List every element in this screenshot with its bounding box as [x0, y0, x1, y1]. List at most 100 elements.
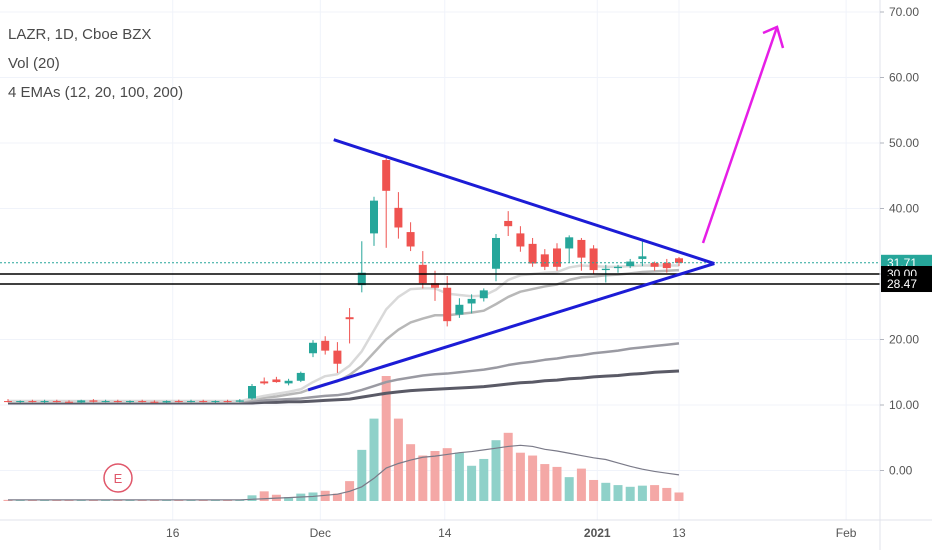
candle-body	[516, 233, 525, 247]
y-tick-label: 50.00	[889, 136, 919, 150]
candle-body	[284, 380, 293, 384]
volume-bar	[662, 487, 672, 501]
price-tag-label: 28.47	[887, 277, 917, 291]
candle-body	[126, 401, 134, 403]
candle-body	[492, 237, 500, 269]
volume-bar	[564, 477, 574, 501]
y-tick-label: 20.00	[889, 333, 919, 347]
candle-body	[577, 239, 586, 258]
drawings	[0, 25, 880, 392]
volume-bar	[674, 492, 684, 501]
volume-bar	[637, 485, 647, 501]
candle-body	[540, 254, 549, 267]
candle-body	[431, 283, 439, 288]
candle-body	[235, 400, 244, 402]
candle-body	[52, 401, 61, 403]
volume-bar	[247, 495, 257, 501]
x-tick-label: 2021	[584, 526, 611, 540]
breakout-arrow	[701, 26, 779, 244]
candle-body	[650, 262, 659, 267]
volume-bar	[503, 432, 513, 501]
volume-bar	[284, 497, 294, 501]
candle-body	[260, 381, 269, 384]
candle-body	[394, 207, 403, 228]
candle-body	[4, 401, 12, 403]
candle-body	[638, 256, 647, 259]
volume-bar	[369, 418, 379, 501]
volume-bar	[552, 466, 562, 501]
candle-body	[455, 304, 464, 315]
candle-body	[187, 401, 195, 403]
ema-20-line	[8, 268, 680, 403]
legend-emas[interactable]: 4 EMAs (12, 20, 100, 200)	[8, 84, 184, 101]
candle-body	[211, 401, 220, 403]
y-tick-label: 60.00	[889, 71, 919, 85]
volume-ma-line	[8, 444, 680, 501]
volume-bars	[3, 376, 684, 501]
candle-body	[601, 268, 610, 271]
candle-body	[626, 261, 635, 267]
earnings-label: E	[114, 471, 123, 486]
earnings-icon	[103, 463, 133, 493]
candle-body	[199, 401, 208, 403]
candle-body	[614, 266, 622, 269]
volume-bar	[430, 451, 440, 501]
candle-body	[272, 379, 281, 383]
volume-bar	[357, 449, 367, 501]
volume-bar	[528, 455, 538, 501]
volume-bar	[601, 482, 611, 501]
volume-bar	[650, 485, 660, 501]
volume-bar	[515, 452, 525, 501]
earnings-marker[interactable]: E	[103, 463, 133, 493]
candle-body	[77, 400, 86, 403]
candle-body	[89, 400, 98, 402]
y-tick-label: 0.00	[889, 464, 913, 478]
upper-trendline	[333, 138, 715, 265]
ema-lines	[8, 264, 680, 405]
ema-100-line	[8, 342, 680, 403]
candle-body	[162, 401, 171, 403]
volume-bar	[491, 440, 501, 501]
x-tick-label: 13	[672, 526, 686, 540]
volume-bar	[393, 418, 403, 501]
x-tick-label: 14	[438, 526, 452, 540]
candle-body	[174, 401, 183, 403]
candle-body	[113, 401, 122, 403]
lower-trendline	[307, 262, 715, 392]
x-tick-label: Feb	[836, 526, 857, 540]
volume-bar	[418, 455, 428, 501]
candle-body	[138, 401, 147, 403]
x-tick-label: 16	[166, 526, 180, 540]
volume-bar	[406, 444, 416, 501]
candle-body	[662, 262, 671, 269]
volume-bar	[540, 464, 550, 501]
legend-symbol[interactable]: LAZR, 1D, Cboe BZX	[8, 26, 152, 43]
volume-bar	[467, 465, 477, 501]
price-axis: 70.0060.0050.0040.0030.0020.0010.000.003…	[879, 0, 932, 550]
candle-body	[28, 401, 37, 403]
candle-body	[467, 298, 476, 304]
candle-body	[16, 401, 25, 403]
candle-body	[321, 340, 330, 351]
y-tick-label: 10.00	[889, 398, 919, 412]
candle-body	[528, 243, 537, 264]
time-axis: Nov16Dec14202113Feb	[0, 519, 932, 540]
legend-volume[interactable]: Vol (20)	[8, 55, 60, 72]
y-tick-label: 40.00	[889, 202, 919, 216]
ema-12-line	[8, 264, 679, 403]
candle-body	[40, 401, 49, 403]
candle-body	[382, 160, 391, 191]
volume-bar	[576, 468, 586, 501]
candle-body	[223, 401, 232, 403]
volume-bar	[442, 448, 452, 501]
arrow-head-icon	[762, 25, 785, 49]
candle-body	[370, 200, 378, 234]
volume-bar	[259, 491, 269, 501]
candle-body	[589, 248, 598, 271]
candle-body	[248, 386, 256, 399]
price-tag	[881, 276, 932, 293]
volume-bar	[454, 452, 464, 501]
x-tick-label: Dec	[310, 526, 331, 540]
volume-bar	[625, 486, 635, 501]
